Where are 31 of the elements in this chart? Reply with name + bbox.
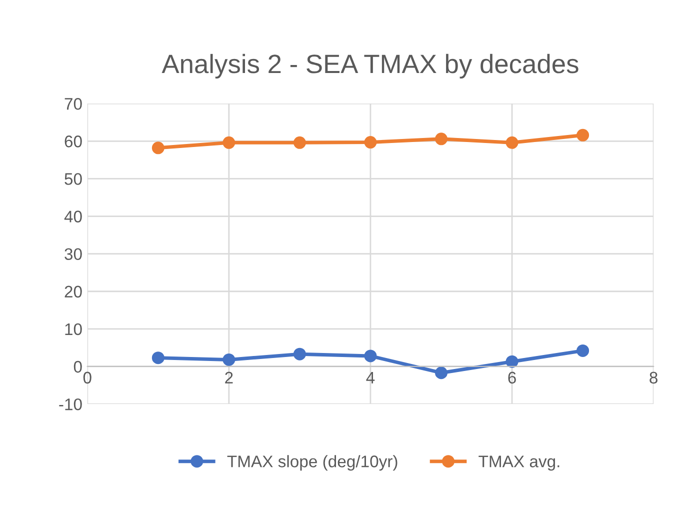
y-tick-label: 20 (64, 286, 82, 298)
point (506, 136, 518, 149)
y-tick-label: 70 (64, 98, 82, 110)
legend-label: TMAX avg. (478, 456, 560, 471)
point (152, 352, 164, 364)
point (152, 142, 164, 154)
x-tick-label: 0 (83, 372, 92, 384)
point (576, 128, 590, 142)
x-tick-label: 2 (225, 372, 233, 384)
x-tick-label: 4 (366, 372, 375, 384)
point (434, 132, 448, 146)
legend-label: TMAX slope (deg/10yr) (227, 455, 398, 471)
point (222, 136, 236, 149)
point (293, 136, 306, 149)
y-tick-label: 50 (64, 173, 82, 185)
point (434, 366, 448, 380)
point (293, 348, 306, 360)
x-tick-label: 8 (650, 372, 658, 384)
y-tick-label: 10 (65, 323, 82, 336)
y-tick-label: 40 (64, 210, 82, 222)
point (222, 353, 236, 366)
chart-title: Analysis 2 - SEA TMAX by decades (162, 54, 578, 79)
point (364, 350, 377, 362)
point (506, 355, 518, 368)
y-tick-label: 30 (64, 248, 82, 260)
point (364, 136, 377, 149)
y-tick-label: 60 (64, 136, 82, 148)
y-tick-label: 0 (74, 360, 82, 373)
x-tick-label: 6 (508, 372, 516, 384)
point (576, 344, 590, 357)
y-tick-label: -10 (59, 398, 82, 410)
